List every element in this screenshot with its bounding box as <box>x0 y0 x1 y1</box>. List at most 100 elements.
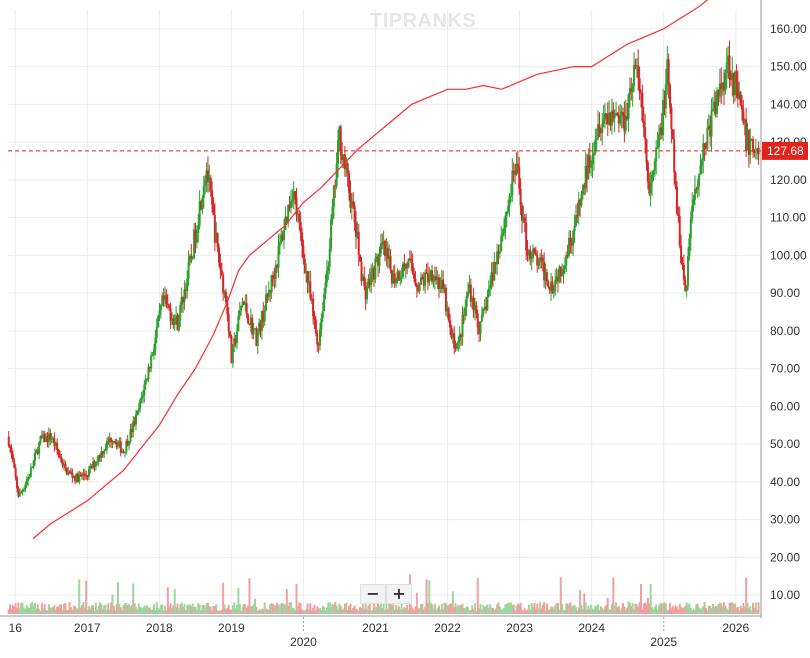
candle-body <box>13 461 16 468</box>
volume-bar <box>61 610 64 614</box>
volume-bar <box>170 608 173 614</box>
volume-bar <box>201 605 204 614</box>
volume-bar <box>555 603 558 614</box>
volume-bar <box>469 610 472 614</box>
candle-body <box>518 166 521 189</box>
volume-bar <box>725 608 728 614</box>
volume-bar <box>121 610 124 614</box>
volume-bar <box>566 603 569 614</box>
candle-body <box>574 215 577 226</box>
volume-bar <box>507 602 510 614</box>
candle-body <box>414 278 417 285</box>
candle-body <box>411 263 414 274</box>
volume-bar <box>136 609 139 614</box>
volume-bar <box>271 603 274 614</box>
candle-body <box>253 328 256 330</box>
candle-body <box>99 455 102 458</box>
volume-bar <box>644 602 647 614</box>
volume-bar <box>208 605 211 614</box>
volume-bar <box>598 609 601 614</box>
candle-body <box>363 276 366 287</box>
volume-bar <box>684 606 687 614</box>
volume-bar <box>530 602 533 614</box>
candle-body <box>320 318 323 330</box>
volume-bar <box>572 605 575 614</box>
volume-bar <box>638 602 641 614</box>
candle-body <box>684 279 687 292</box>
candle-body <box>169 308 172 321</box>
candle-body <box>348 173 351 193</box>
candle-body <box>28 476 31 478</box>
volume-bar <box>604 606 607 614</box>
volume-bar <box>137 603 140 614</box>
candle-body <box>703 143 706 147</box>
candle-body <box>92 461 95 468</box>
candle-body <box>508 195 511 206</box>
volume-bar <box>504 604 507 614</box>
candle-body <box>267 290 270 297</box>
candle-body <box>431 270 434 282</box>
volume-bar <box>147 607 150 614</box>
candle-body <box>81 475 84 477</box>
volume-bar <box>749 606 752 614</box>
candle-body <box>551 281 554 294</box>
volume-bar <box>111 594 114 614</box>
volume-bar <box>348 606 351 614</box>
candle-body <box>494 261 497 265</box>
volume-bar <box>323 607 326 614</box>
candle-body <box>446 308 449 312</box>
volume-bar <box>424 606 427 614</box>
volume-bar <box>211 610 214 614</box>
volume-bar <box>20 602 23 614</box>
volume-bar <box>47 604 50 614</box>
candle-body <box>467 292 470 297</box>
volume-bar <box>16 608 19 614</box>
volume-bar <box>309 603 312 614</box>
candle-body <box>491 272 494 281</box>
candle-body <box>325 271 328 283</box>
candle-body <box>511 170 514 196</box>
candle-body <box>619 114 622 124</box>
candle-body <box>154 337 157 350</box>
candle-body <box>754 151 757 153</box>
volume-bar <box>678 604 681 614</box>
year-label: 2021 <box>362 621 389 635</box>
volume-bar <box>229 609 232 614</box>
candle-body <box>678 215 681 246</box>
volume-bar <box>175 607 178 614</box>
candle-body <box>507 205 510 212</box>
candle-body <box>559 267 562 276</box>
volume-bar <box>722 602 725 614</box>
zoom-in-button[interactable]: + <box>386 584 412 604</box>
candle-body <box>685 285 688 292</box>
candle-body <box>461 314 464 337</box>
candle-body <box>505 211 508 216</box>
volume-bar <box>480 609 483 614</box>
volume-bar <box>251 606 254 614</box>
volume-bar <box>42 608 45 614</box>
volume-bar <box>538 602 541 614</box>
candle-body <box>278 242 281 246</box>
candle-body <box>222 274 225 294</box>
volume-bar <box>674 605 677 614</box>
candle-body <box>651 174 654 183</box>
candle-body <box>421 277 424 280</box>
candle-body <box>480 314 483 322</box>
candle-body <box>626 115 629 120</box>
candle-body <box>692 199 695 206</box>
volume-bar <box>43 604 46 614</box>
candle-body <box>395 280 398 284</box>
volume-bar <box>252 604 255 614</box>
volume-bar <box>334 602 337 614</box>
volume-bar <box>324 610 327 614</box>
zoom-out-button[interactable]: − <box>360 584 386 604</box>
volume-bar <box>295 583 298 614</box>
volume-bar <box>298 602 301 614</box>
candle-body <box>606 115 609 124</box>
candle-body <box>666 59 669 85</box>
volume-bar <box>562 610 565 614</box>
candle-body <box>87 468 90 477</box>
candle-body <box>717 90 720 97</box>
candle-body <box>187 261 190 279</box>
candle-body <box>330 219 333 250</box>
